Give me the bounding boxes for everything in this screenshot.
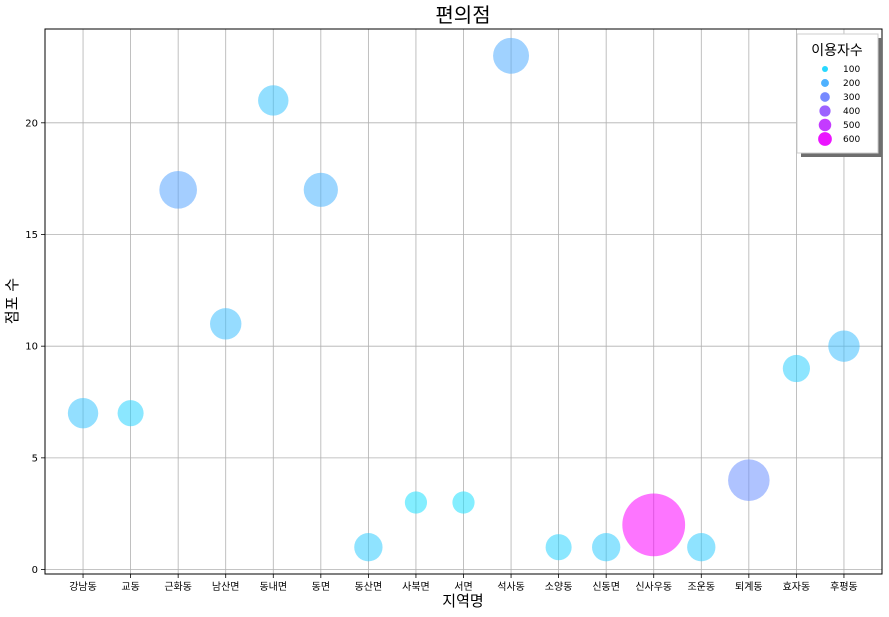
- x-tick-label: 신사우동: [635, 581, 672, 593]
- data-point: [452, 491, 475, 514]
- x-tick-label: 조운동: [687, 581, 715, 593]
- x-tick-label: 후평동: [830, 581, 858, 593]
- x-tick-label: 동면: [312, 581, 330, 593]
- y-tick-label: 20: [25, 118, 38, 129]
- legend-marker: [819, 105, 831, 117]
- x-tick-label: 효자동: [783, 581, 811, 593]
- x-tick-label: 퇴계동: [735, 581, 763, 593]
- y-tick-label: 5: [32, 453, 38, 464]
- data-point: [545, 534, 572, 561]
- data-point: [687, 533, 716, 562]
- y-tick-label: 0: [32, 565, 38, 576]
- legend-label: 400: [843, 107, 860, 117]
- legend-label: 500: [843, 121, 860, 131]
- legend-marker: [818, 118, 832, 132]
- x-tick-label: 서면: [454, 581, 472, 593]
- data-point: [117, 400, 144, 427]
- legend-marker: [822, 66, 828, 72]
- x-tick-label: 동내면: [259, 581, 287, 593]
- data-point: [303, 172, 338, 207]
- x-tick-label: 교동: [121, 581, 139, 593]
- data-point: [159, 170, 197, 209]
- data-point: [404, 491, 428, 514]
- x-axis-label: 지역명: [442, 592, 483, 610]
- legend-items: 100 200 300 400 500 600: [818, 65, 860, 146]
- points: [67, 37, 860, 562]
- data-point: [210, 308, 242, 340]
- legend-label: 200: [843, 79, 860, 89]
- legend-label: 600: [843, 135, 860, 145]
- data-point: [258, 85, 289, 116]
- x-tick-label: 사북면: [402, 581, 430, 593]
- y-axis-label: 점포 수: [3, 278, 21, 324]
- data-point: [493, 37, 530, 74]
- x-tick-label: 석사동: [497, 581, 525, 593]
- x-tick-label: 소양동: [545, 581, 573, 593]
- data-point: [592, 533, 621, 562]
- x-tick-label: 남산면: [212, 581, 240, 593]
- chart-title: 편의점: [435, 3, 490, 27]
- data-point: [782, 354, 810, 383]
- x-tick-label: 동산면: [355, 581, 383, 593]
- data-point: [67, 397, 99, 429]
- legend-marker: [820, 92, 830, 102]
- legend-marker: [818, 132, 832, 146]
- grid: [45, 29, 882, 574]
- x-tick-label: 신동면: [592, 581, 620, 593]
- x-tick-label: 강남동: [69, 581, 97, 593]
- legend: 이용자수 100 200 300 400 500 600: [796, 33, 882, 157]
- ticks: 강남동 교동 근화동 남산면 동내면 동면 동산면 사북면 서면 석사동 소양동 신동면 신사우동 조운동…: [25, 118, 857, 593]
- legend-marker: [821, 79, 829, 87]
- data-point: [828, 330, 860, 362]
- data-point: [354, 533, 383, 562]
- data-point: [622, 493, 686, 557]
- legend-label: 300: [843, 93, 860, 103]
- data-point: [728, 459, 770, 501]
- x-tick-label: 근화동: [164, 581, 192, 593]
- legend-label: 100: [843, 65, 860, 75]
- legend-box: [796, 33, 879, 154]
- legend-title: 이용자수: [811, 43, 863, 59]
- y-tick-label: 15: [25, 230, 38, 241]
- y-tick-label: 10: [25, 342, 38, 353]
